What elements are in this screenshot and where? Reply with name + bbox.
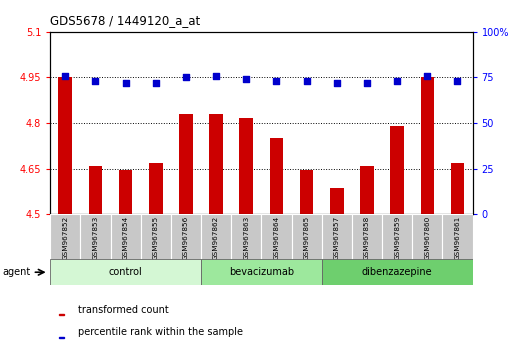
Bar: [110, 214, 140, 260]
Text: transformed count: transformed count: [78, 305, 168, 315]
Bar: [240, 119, 253, 214]
Text: GSM967864: GSM967864: [274, 216, 279, 260]
Bar: [270, 138, 283, 214]
Bar: [291, 214, 322, 260]
Bar: [201, 259, 322, 285]
Point: [242, 76, 250, 82]
Bar: [382, 214, 412, 260]
Bar: [322, 214, 352, 260]
Point: [453, 78, 461, 84]
Text: GDS5678 / 1449120_a_at: GDS5678 / 1449120_a_at: [50, 14, 201, 27]
Bar: [390, 126, 404, 214]
Bar: [352, 214, 382, 260]
Text: GSM967860: GSM967860: [425, 216, 430, 260]
Text: percentile rank within the sample: percentile rank within the sample: [78, 327, 242, 337]
Point: [393, 78, 401, 84]
Bar: [442, 214, 473, 260]
Text: GSM967853: GSM967853: [92, 216, 98, 260]
Point: [272, 78, 281, 84]
Point: [121, 80, 130, 86]
Text: bevacizumab: bevacizumab: [229, 267, 294, 277]
Text: GSM967859: GSM967859: [394, 216, 400, 260]
Point: [303, 78, 311, 84]
Point: [363, 80, 371, 86]
Text: control: control: [109, 267, 143, 277]
Bar: [50, 214, 80, 260]
Text: GSM967863: GSM967863: [243, 216, 249, 260]
Bar: [140, 214, 171, 260]
Bar: [201, 214, 231, 260]
Text: GSM967858: GSM967858: [364, 216, 370, 260]
Point: [423, 73, 431, 79]
Text: GSM967855: GSM967855: [153, 216, 159, 260]
Text: GSM967862: GSM967862: [213, 216, 219, 260]
Point: [182, 75, 190, 80]
Bar: [360, 166, 374, 214]
Bar: [171, 214, 201, 260]
Bar: [420, 78, 434, 214]
Text: agent: agent: [3, 267, 31, 277]
Text: GSM967852: GSM967852: [62, 216, 68, 260]
Bar: [179, 114, 193, 214]
Point: [61, 73, 70, 79]
Bar: [59, 78, 72, 214]
Point: [333, 80, 341, 86]
Bar: [119, 170, 133, 214]
Bar: [231, 214, 261, 260]
Bar: [330, 188, 344, 214]
Point: [152, 80, 160, 86]
Bar: [50, 259, 201, 285]
Text: GSM967861: GSM967861: [455, 216, 460, 260]
Bar: [80, 214, 110, 260]
Point: [91, 78, 100, 84]
Bar: [89, 166, 102, 214]
Bar: [149, 162, 163, 214]
Text: dibenzazepine: dibenzazepine: [362, 267, 432, 277]
Bar: [322, 259, 473, 285]
Text: GSM967865: GSM967865: [304, 216, 309, 260]
Bar: [59, 314, 64, 315]
Bar: [59, 337, 64, 338]
Bar: [451, 162, 464, 214]
Text: GSM967857: GSM967857: [334, 216, 340, 260]
Text: GSM967854: GSM967854: [122, 216, 129, 260]
Bar: [412, 214, 442, 260]
Point: [212, 73, 220, 79]
Bar: [300, 170, 314, 214]
Text: GSM967856: GSM967856: [183, 216, 189, 260]
Bar: [261, 214, 291, 260]
Bar: [209, 114, 223, 214]
